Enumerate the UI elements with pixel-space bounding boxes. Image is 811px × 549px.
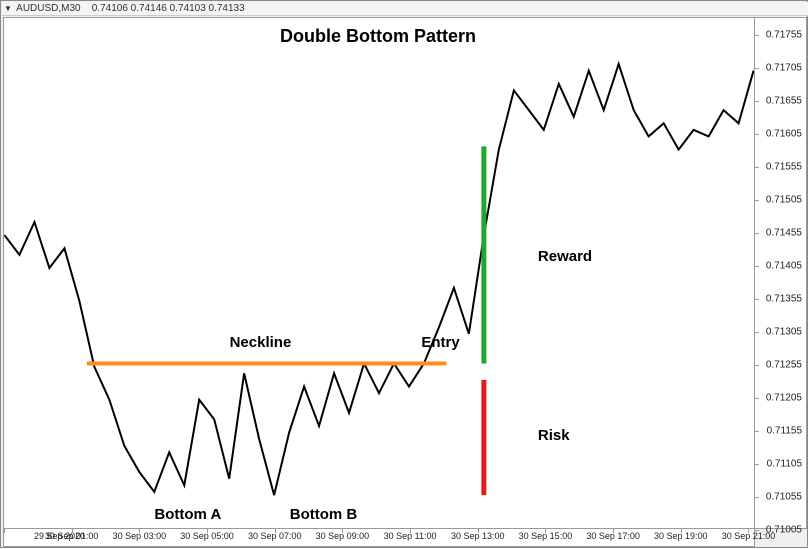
y-tick <box>755 167 759 168</box>
y-tick-label: 0.71355 <box>766 293 802 304</box>
y-tick-label: 0.71555 <box>766 161 802 172</box>
annotation-bottom_b: Bottom B <box>290 506 358 523</box>
y-tick-label: 0.71505 <box>766 194 802 205</box>
dropdown-icon[interactable]: ▼ <box>4 2 12 16</box>
y-tick <box>755 398 759 399</box>
annotation-bottom_a: Bottom A <box>154 506 221 523</box>
y-tick <box>755 35 759 36</box>
x-tick-label: 30 Sep 11:00 <box>384 531 437 541</box>
y-tick <box>755 365 759 366</box>
y-tick-label: 0.71705 <box>766 62 802 73</box>
x-tick-label: 30 Sep 15:00 <box>519 531 573 541</box>
y-tick <box>755 266 759 267</box>
price-chart: Double Bottom Pattern Neckline Entry Bottom… <box>3 17 755 529</box>
chart-window: ▼ AUDUSD,M30 0.74106 0.74146 0.74103 0.7… <box>0 0 808 548</box>
y-tick-label: 0.71755 <box>766 29 802 40</box>
y-tick-label: 0.71255 <box>766 359 802 370</box>
y-tick <box>755 101 759 102</box>
symbol-label: AUDUSD,M30 <box>16 3 80 14</box>
y-tick <box>755 68 759 69</box>
ohlc-label: 0.74106 0.74146 0.74103 0.74133 <box>92 3 245 14</box>
y-tick-label: 0.71605 <box>766 128 802 139</box>
price-line <box>4 64 753 495</box>
y-tick <box>755 134 759 135</box>
y-tick-label: 0.71205 <box>766 392 802 403</box>
x-tick-label: 30 Sep 09:00 <box>316 531 370 541</box>
annotation-neckline: Neckline <box>230 334 292 351</box>
annotation-entry: Entry <box>421 334 459 351</box>
x-tick-label: 30 Sep 05:00 <box>180 531 234 541</box>
x-tick-label: 30 Sep 03:00 <box>113 531 167 541</box>
y-tick <box>755 233 759 234</box>
y-tick <box>755 431 759 432</box>
y-tick <box>755 497 759 498</box>
x-axis: 29 Sep 202030 Sep 01:0030 Sep 03:0030 Se… <box>3 529 755 547</box>
chart-title: Double Bottom Pattern <box>280 26 476 47</box>
chart-header: ▼ AUDUSD,M30 0.74106 0.74146 0.74103 0.7… <box>2 2 808 16</box>
x-tick-label: 30 Sep 13:00 <box>451 531 505 541</box>
x-tick-label: 30 Sep 19:00 <box>654 531 708 541</box>
x-tick <box>4 529 5 533</box>
y-tick-label: 0.71305 <box>766 326 802 337</box>
annotation-reward: Reward <box>538 248 592 265</box>
y-tick <box>755 299 759 300</box>
y-tick-label: 0.71055 <box>766 491 802 502</box>
x-tick-label: 30 Sep 21:00 <box>722 531 776 541</box>
y-tick <box>755 332 759 333</box>
x-tick-label: 30 Sep 17:00 <box>586 531 640 541</box>
y-tick-label: 0.71455 <box>766 227 802 238</box>
x-tick-label: 30 Sep 07:00 <box>248 531 302 541</box>
y-tick-label: 0.71655 <box>766 95 802 106</box>
y-axis: 0.710050.710550.711050.711550.712050.712… <box>755 17 807 529</box>
annotation-risk: Risk <box>538 427 570 444</box>
y-tick <box>755 200 759 201</box>
y-tick-label: 0.71105 <box>767 458 802 469</box>
x-tick-label: 30 Sep 01:00 <box>45 531 99 541</box>
y-tick-label: 0.71405 <box>766 260 802 271</box>
chart-svg <box>4 18 754 528</box>
y-tick-label: 0.71155 <box>767 425 802 436</box>
y-tick <box>755 464 759 465</box>
